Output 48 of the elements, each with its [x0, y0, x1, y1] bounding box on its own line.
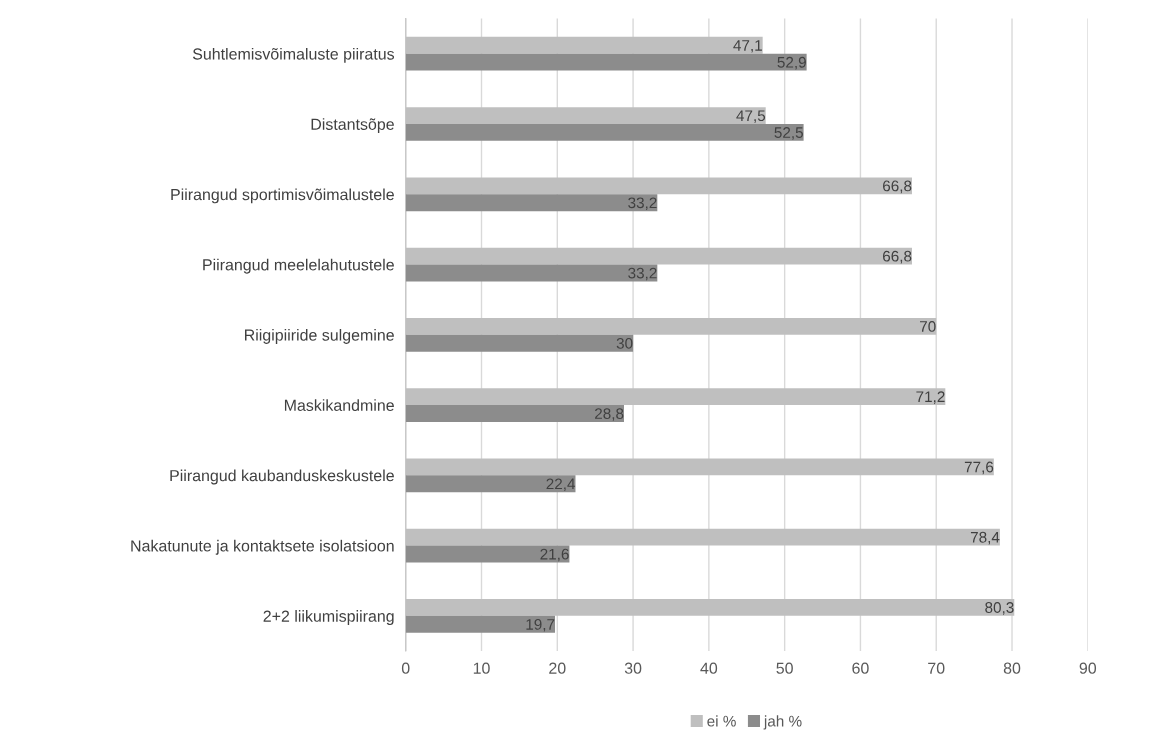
- y-tick-label: Maskikandmine: [284, 399, 394, 412]
- data-label: 19,7: [526, 618, 555, 632]
- data-label: 47,5: [736, 110, 766, 123]
- x-tick-label: 10: [473, 662, 490, 674]
- legend-label: ei %: [707, 715, 736, 727]
- bar: [405, 124, 804, 141]
- data-label: 71,2: [916, 391, 945, 404]
- bar: [405, 334, 634, 352]
- data-label: 77,6: [964, 461, 994, 475]
- data-label: 47,1: [733, 40, 762, 53]
- bar: [405, 264, 658, 282]
- data-label: 66,8: [883, 180, 912, 194]
- bar: [405, 545, 570, 563]
- data-label: 52,9: [777, 56, 806, 70]
- x-tick-label: 30: [624, 662, 642, 674]
- bar: [405, 194, 658, 212]
- bar: [405, 615, 556, 633]
- data-label: 22,4: [546, 478, 576, 492]
- data-label: 70: [920, 321, 936, 332]
- x-tick-label: 0: [401, 662, 410, 674]
- data-label: 66,8: [883, 250, 912, 264]
- x-tick-label: 60: [852, 662, 869, 674]
- y-tick-label: Piirangud kaubanduskeskustele: [170, 469, 394, 485]
- data-label: 30: [616, 337, 633, 349]
- x-tick-label: 80: [1003, 662, 1021, 674]
- x-tick-label: 70: [928, 662, 945, 674]
- data-label: 80,3: [985, 602, 1014, 615]
- y-tick-label: Piirangud meelelahutustele: [203, 258, 394, 274]
- bar: [405, 405, 624, 422]
- y-tick-label: Suhtlemisvõimaluste piiratus: [192, 47, 395, 63]
- data-label: 78,4: [970, 531, 1000, 545]
- bar: [405, 53, 807, 71]
- data-label: 28,8: [595, 408, 624, 421]
- x-tick-label: 90: [1079, 662, 1097, 674]
- legend-label: jah %: [763, 715, 802, 730]
- bar: [405, 475, 576, 493]
- x-tick-label: 40: [700, 662, 718, 674]
- x-tick-label: 20: [549, 662, 566, 674]
- y-tick-label: Distantsõpe: [311, 118, 394, 134]
- y-tick-label: Riigipiiride sulgemine: [245, 329, 394, 344]
- y-tick-label: Piirangud sportimisvõimalustele: [171, 188, 394, 204]
- y-tick-label: 2+2 liikumispiirang: [263, 610, 394, 625]
- x-tick-label: 50: [776, 662, 793, 674]
- data-label: 33,2: [628, 267, 657, 281]
- data-label: 21,6: [540, 548, 569, 562]
- data-label: 52,5: [774, 127, 803, 140]
- data-label: 33,2: [628, 197, 657, 211]
- y-tick-label: Nakatunute ja kontaktsete isolatsioon: [131, 539, 394, 555]
